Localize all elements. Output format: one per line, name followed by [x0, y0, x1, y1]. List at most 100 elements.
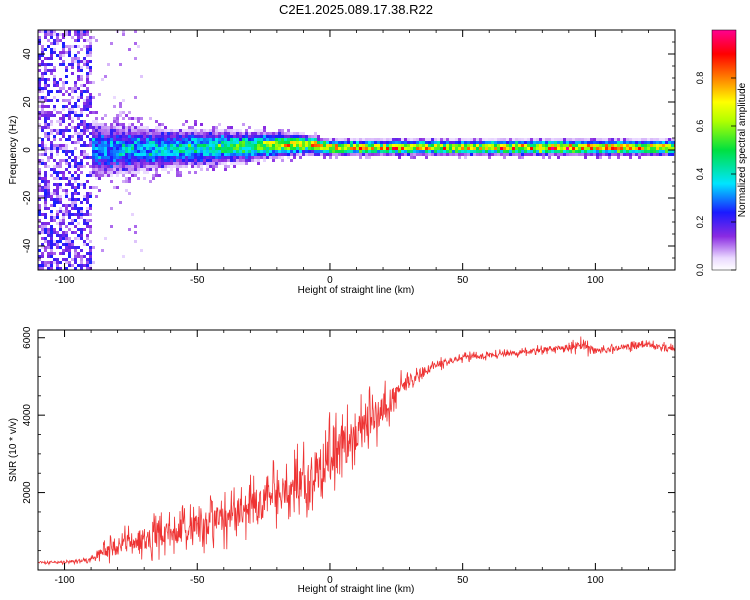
heatmap-cell	[128, 153, 131, 156]
heatmap-cell	[191, 129, 194, 132]
heatmap-cell	[572, 144, 575, 147]
heatmap-cell	[554, 147, 557, 150]
heatmap-cell	[299, 156, 302, 159]
heatmap-cell	[44, 57, 47, 60]
heatmap-cell	[371, 141, 374, 144]
heatmap-cell	[380, 141, 383, 144]
heatmap-cell	[71, 186, 74, 189]
x-tick-label: 100	[587, 575, 604, 586]
heatmap-cell	[137, 162, 140, 165]
heatmap-cell	[533, 153, 536, 156]
heatmap-cell	[341, 150, 344, 153]
heatmap-cell	[110, 162, 113, 165]
heatmap-cell	[530, 144, 533, 147]
heatmap-cell	[86, 225, 89, 228]
heatmap-cell	[56, 264, 59, 267]
heatmap-cell	[182, 129, 185, 132]
heatmap-cell	[230, 162, 233, 165]
heatmap-cell	[161, 162, 164, 165]
heatmap-cell	[101, 159, 104, 162]
heatmap-cell	[623, 147, 626, 150]
heatmap-cell	[158, 150, 161, 153]
heatmap-cell	[293, 141, 296, 144]
heatmap-cell	[44, 33, 47, 36]
heatmap-cell	[143, 171, 146, 174]
heatmap-cell	[44, 261, 47, 264]
heatmap-cell	[230, 147, 233, 150]
heatmap-cell	[86, 54, 89, 57]
heatmap-cell	[626, 138, 629, 141]
heatmap-cell	[641, 138, 644, 141]
heatmap-cell	[536, 141, 539, 144]
heatmap-cell	[311, 150, 314, 153]
heatmap-cell	[71, 57, 74, 60]
heatmap-cell	[206, 132, 209, 135]
heatmap-cell	[557, 153, 560, 156]
heatmap-cell	[605, 141, 608, 144]
heatmap-cell	[524, 147, 527, 150]
heatmap-cell	[314, 135, 317, 138]
heatmap-cell	[185, 129, 188, 132]
heatmap-cell	[209, 129, 212, 132]
heatmap-cell	[56, 84, 59, 87]
heatmap-cell	[308, 138, 311, 141]
heatmap-cell	[71, 243, 74, 246]
heatmap-cell	[425, 156, 428, 159]
heatmap-cell	[209, 144, 212, 147]
heatmap-cell	[59, 267, 62, 270]
heatmap-cell	[59, 39, 62, 42]
heatmap-cell	[485, 153, 488, 156]
heatmap-cell	[83, 102, 86, 105]
heatmap-cell	[83, 153, 86, 156]
heatmap-cell	[92, 138, 95, 141]
heatmap-cell	[44, 216, 47, 219]
heatmap-cell	[116, 123, 119, 126]
heatmap-cell	[110, 42, 113, 45]
heatmap-cell	[152, 168, 155, 171]
heatmap-cell	[581, 147, 584, 150]
heatmap-cell	[53, 216, 56, 219]
heatmap-cell	[68, 63, 71, 66]
heatmap-cell	[68, 102, 71, 105]
heatmap-cell	[503, 144, 506, 147]
heatmap-cell	[491, 150, 494, 153]
heatmap-cell	[548, 138, 551, 141]
heatmap-cell	[227, 144, 230, 147]
heatmap-cell	[71, 192, 74, 195]
heatmap-cell	[59, 207, 62, 210]
heatmap-cell	[119, 147, 122, 150]
heatmap-cell	[56, 189, 59, 192]
heatmap-cell	[410, 147, 413, 150]
heatmap-cell	[422, 144, 425, 147]
heatmap-cell	[107, 156, 110, 159]
heatmap-cell	[221, 153, 224, 156]
heatmap-cell	[341, 141, 344, 144]
heatmap-cell	[140, 75, 143, 78]
heatmap-cell	[53, 189, 56, 192]
heatmap-cell	[38, 57, 41, 60]
heatmap-cell	[644, 150, 647, 153]
heatmap-cell	[212, 147, 215, 150]
heatmap-cell	[560, 147, 563, 150]
heatmap-cell	[95, 150, 98, 153]
heatmap-cell	[173, 150, 176, 153]
heatmap-cell	[38, 90, 41, 93]
heatmap-cell	[71, 195, 74, 198]
heatmap-cell	[140, 141, 143, 144]
heatmap-cell	[80, 123, 83, 126]
heatmap-cell	[404, 150, 407, 153]
heatmap-cell	[215, 165, 218, 168]
heatmap-cell	[536, 147, 539, 150]
heatmap-cell	[197, 147, 200, 150]
heatmap-cell	[218, 153, 221, 156]
heatmap-cell	[80, 138, 83, 141]
heatmap-cell	[623, 138, 626, 141]
heatmap-cell	[50, 33, 53, 36]
heatmap-cell	[488, 141, 491, 144]
heatmap-cell	[71, 165, 74, 168]
heatmap-cell	[596, 144, 599, 147]
heatmap-cell	[413, 150, 416, 153]
heatmap-cell	[38, 198, 41, 201]
heatmap-cell	[119, 111, 122, 114]
heatmap-cell	[44, 207, 47, 210]
